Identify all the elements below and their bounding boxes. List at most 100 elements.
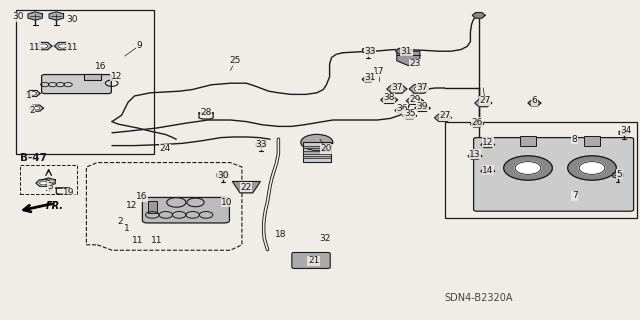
- Circle shape: [484, 143, 491, 146]
- Polygon shape: [381, 96, 397, 103]
- Bar: [84, 74, 101, 80]
- Text: 10: 10: [221, 198, 233, 207]
- Circle shape: [385, 98, 394, 102]
- Text: 27: 27: [439, 111, 451, 120]
- Circle shape: [504, 156, 552, 180]
- Circle shape: [58, 44, 67, 48]
- Circle shape: [479, 101, 488, 105]
- Bar: [303, 151, 331, 154]
- Polygon shape: [528, 100, 541, 106]
- Text: B-47: B-47: [20, 153, 47, 163]
- Polygon shape: [36, 180, 51, 186]
- Text: 32: 32: [319, 234, 331, 243]
- Polygon shape: [256, 142, 266, 148]
- Polygon shape: [435, 114, 451, 121]
- Text: 11: 11: [151, 236, 163, 245]
- Text: 19: 19: [63, 188, 75, 197]
- Text: 33: 33: [364, 47, 376, 56]
- Text: 2: 2: [118, 217, 123, 226]
- Text: 7: 7: [572, 191, 577, 200]
- Polygon shape: [406, 97, 423, 104]
- Polygon shape: [54, 43, 71, 50]
- Polygon shape: [26, 91, 40, 96]
- Polygon shape: [619, 130, 629, 136]
- Text: 12: 12: [125, 201, 137, 210]
- Circle shape: [414, 86, 424, 92]
- Polygon shape: [387, 84, 407, 93]
- Text: 21: 21: [308, 256, 319, 265]
- Polygon shape: [362, 47, 374, 54]
- Polygon shape: [409, 84, 429, 93]
- Text: 14: 14: [482, 166, 493, 175]
- FancyBboxPatch shape: [292, 252, 330, 268]
- Text: 12: 12: [111, 72, 122, 81]
- Text: 33: 33: [255, 140, 267, 149]
- Text: 11: 11: [29, 43, 41, 52]
- Text: 23: 23: [409, 60, 420, 68]
- Polygon shape: [481, 142, 495, 148]
- Text: 36: 36: [396, 104, 408, 113]
- Text: 30: 30: [12, 12, 24, 21]
- Text: 8: 8: [572, 135, 577, 144]
- Polygon shape: [415, 105, 430, 111]
- Circle shape: [406, 114, 413, 117]
- Text: 39: 39: [417, 102, 428, 111]
- Text: 34: 34: [620, 126, 632, 135]
- Circle shape: [301, 134, 333, 150]
- Text: 30: 30: [217, 171, 228, 180]
- Circle shape: [399, 109, 405, 112]
- Text: 20: 20: [321, 144, 332, 153]
- Polygon shape: [217, 172, 228, 179]
- Text: 18: 18: [275, 230, 286, 239]
- Circle shape: [410, 99, 419, 103]
- Text: 1: 1: [26, 92, 31, 100]
- Text: 28: 28: [200, 108, 212, 117]
- Text: 35: 35: [404, 109, 415, 118]
- Bar: [303, 142, 331, 162]
- Polygon shape: [232, 181, 260, 193]
- Polygon shape: [397, 51, 420, 66]
- Text: 29: 29: [409, 95, 420, 104]
- Circle shape: [392, 86, 402, 92]
- Bar: [520, 136, 536, 146]
- Circle shape: [30, 92, 36, 95]
- Polygon shape: [362, 77, 374, 82]
- Text: FR.: FR.: [46, 201, 64, 211]
- Text: 30: 30: [66, 15, 77, 24]
- Text: 31: 31: [364, 73, 376, 82]
- Bar: [303, 156, 331, 158]
- Text: 24: 24: [159, 144, 171, 153]
- Polygon shape: [49, 12, 63, 20]
- Circle shape: [438, 116, 447, 120]
- Text: 16: 16: [136, 192, 148, 201]
- Bar: [20, 165, 77, 194]
- Text: 2: 2: [29, 106, 35, 115]
- Text: 27: 27: [479, 96, 491, 105]
- Text: 12: 12: [482, 138, 493, 147]
- Text: 11: 11: [132, 236, 143, 245]
- FancyBboxPatch shape: [143, 197, 230, 223]
- Polygon shape: [481, 168, 495, 174]
- Text: 38: 38: [383, 93, 395, 102]
- Text: 1: 1: [124, 224, 129, 233]
- Text: 3: 3: [47, 182, 52, 191]
- Circle shape: [484, 170, 491, 173]
- Text: 5: 5: [617, 170, 622, 179]
- Circle shape: [579, 162, 605, 174]
- Bar: [148, 201, 157, 213]
- Circle shape: [40, 181, 47, 185]
- Circle shape: [33, 107, 40, 110]
- Text: 37: 37: [417, 83, 428, 92]
- Text: 37: 37: [391, 83, 403, 92]
- Bar: [16, 10, 154, 154]
- Text: 22: 22: [241, 183, 252, 192]
- Polygon shape: [472, 12, 485, 18]
- Bar: [445, 122, 637, 218]
- Polygon shape: [612, 172, 623, 178]
- Text: 31: 31: [401, 47, 412, 56]
- Polygon shape: [470, 121, 483, 127]
- Polygon shape: [468, 153, 482, 159]
- FancyBboxPatch shape: [42, 75, 111, 93]
- Text: 6: 6: [532, 96, 537, 105]
- Text: 16: 16: [95, 62, 107, 71]
